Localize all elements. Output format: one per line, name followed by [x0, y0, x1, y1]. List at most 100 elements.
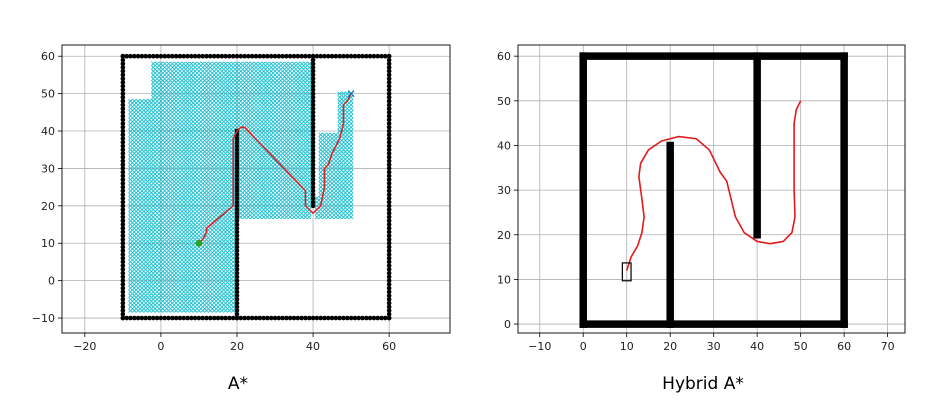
explored-node — [147, 218, 152, 224]
explored-node — [151, 308, 156, 313]
explored-node — [185, 304, 190, 310]
explored-node — [189, 226, 194, 231]
explored-node — [166, 259, 171, 265]
explored-node — [158, 226, 164, 231]
explored-node — [223, 237, 228, 242]
explored-node — [219, 289, 224, 295]
explored-node — [147, 226, 152, 231]
explored-node — [223, 300, 228, 306]
explored-node — [230, 241, 236, 246]
explored-node — [223, 226, 228, 231]
hybrid-astar-chart: −10 0 10 20 30 40 50 60 70 0 10 20 30 40 50 60 — [497, 44, 906, 353]
explored-node — [204, 211, 209, 216]
explored-node — [151, 222, 156, 227]
explored-node — [166, 274, 171, 280]
explored-node — [135, 293, 141, 298]
explored-node — [128, 308, 133, 313]
explored-node — [219, 248, 224, 253]
explored-node — [151, 300, 156, 306]
explored-node — [196, 285, 202, 291]
explored-node — [181, 274, 186, 280]
explored-node — [139, 304, 145, 310]
explored-node — [181, 211, 186, 216]
explored-node — [215, 289, 221, 295]
explored-node — [223, 233, 228, 238]
explored-node — [173, 203, 179, 209]
explored-node — [192, 263, 198, 268]
explored-node — [128, 211, 133, 216]
explored-node — [128, 244, 133, 250]
explored-node — [242, 203, 247, 209]
explored-node — [189, 267, 194, 272]
explored-node — [185, 270, 190, 276]
explored-node — [196, 308, 202, 313]
explored-node — [128, 270, 133, 276]
explored-node — [223, 241, 228, 246]
explored-node — [132, 270, 137, 276]
explored-node — [139, 252, 145, 257]
explored-node — [211, 259, 217, 265]
explored-node — [181, 241, 186, 246]
explored-node — [219, 203, 224, 209]
explored-node — [192, 237, 198, 242]
explored-node — [181, 308, 186, 313]
explored-node — [200, 270, 205, 276]
explored-node — [177, 229, 183, 235]
explored-node — [154, 289, 160, 295]
explored-node — [177, 259, 183, 265]
explored-node — [215, 211, 221, 216]
explored-node — [166, 293, 171, 298]
explored-node — [154, 237, 160, 242]
explored-node — [139, 293, 145, 298]
explored-node — [132, 244, 137, 250]
explored-node — [139, 267, 145, 272]
explored-node — [166, 196, 171, 201]
explored-node — [143, 233, 148, 238]
explored-node — [181, 196, 186, 201]
explored-node — [181, 282, 186, 287]
explored-node — [196, 252, 202, 257]
explored-node — [154, 293, 160, 298]
explored-node — [143, 308, 148, 313]
explored-node — [223, 229, 228, 235]
explored-node — [135, 274, 141, 280]
explored-node — [261, 199, 266, 205]
explored-node — [211, 293, 217, 298]
explored-node — [219, 297, 224, 302]
explored-node — [238, 214, 244, 220]
explored-node — [192, 274, 198, 280]
explored-node — [211, 207, 217, 212]
explored-node — [200, 252, 205, 257]
explored-node — [173, 214, 179, 220]
astar-tick-label-x: 20 — [230, 340, 244, 353]
explored-node — [230, 270, 236, 276]
explored-node — [147, 214, 152, 220]
explored-node — [154, 297, 160, 302]
hybrid-tick-label-x: 30 — [707, 340, 721, 353]
explored-node — [173, 285, 179, 291]
explored-node — [158, 207, 164, 212]
explored-node — [265, 207, 270, 212]
explored-node — [135, 297, 141, 302]
explored-node — [189, 229, 194, 235]
explored-node — [139, 259, 145, 265]
hybrid-tick-label-y: 0 — [504, 318, 511, 331]
explored-node — [211, 263, 217, 268]
explored-node — [230, 237, 236, 242]
explored-node — [192, 218, 198, 224]
explored-node — [177, 267, 183, 272]
explored-node — [170, 237, 175, 242]
explored-node — [170, 252, 175, 257]
explored-node — [132, 308, 137, 313]
explored-node — [215, 196, 221, 201]
explored-node — [147, 282, 152, 287]
explored-node — [215, 308, 221, 313]
hybrid-astar-caption: Hybrid A* — [662, 374, 744, 394]
explored-node — [204, 308, 209, 313]
explored-node — [230, 300, 236, 306]
explored-node — [227, 222, 232, 227]
explored-node — [230, 289, 236, 295]
explored-node — [211, 274, 217, 280]
explored-node — [139, 300, 145, 306]
explored-node — [181, 222, 186, 227]
